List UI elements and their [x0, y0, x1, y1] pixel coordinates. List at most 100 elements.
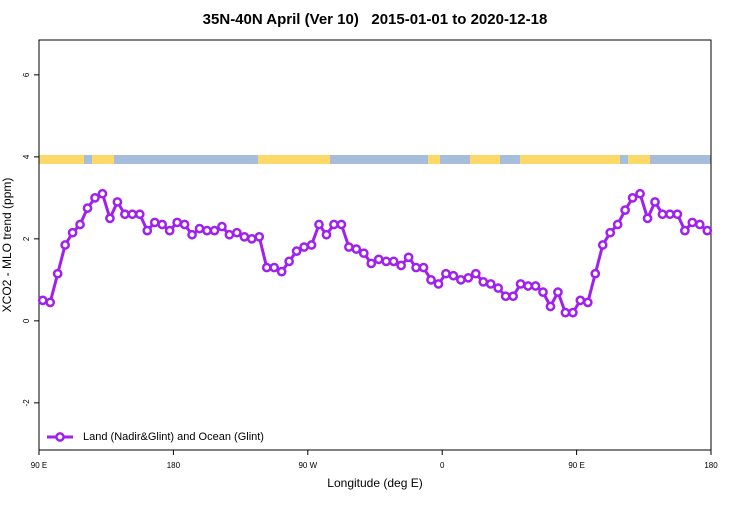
data-point: [381, 256, 392, 267]
y-tick-label: 6: [22, 72, 31, 77]
data-point: [426, 275, 436, 285]
data-point: [67, 227, 78, 238]
data-point: [530, 281, 541, 291]
data-point: [127, 209, 138, 220]
land-ocean-strip: [39, 155, 711, 164]
data-point: [351, 244, 362, 254]
land: [470, 155, 500, 164]
data-point: [493, 283, 504, 293]
data-point: [239, 231, 250, 242]
data-point: [336, 219, 347, 230]
data-point: [105, 213, 115, 224]
data-point: [224, 229, 235, 240]
data-point: [209, 225, 220, 236]
data-point: [90, 193, 100, 203]
data-point: [545, 301, 556, 312]
data-point: [366, 258, 377, 269]
data-point: [441, 268, 451, 279]
data-point: [553, 287, 563, 297]
data-point: [112, 197, 123, 207]
data-point: [373, 254, 384, 265]
data-point: [149, 217, 160, 228]
x-tick-label: 90 E: [568, 461, 584, 470]
data-point: [306, 240, 317, 250]
data-point: [456, 275, 466, 285]
data-point: [448, 270, 459, 281]
data-point: [694, 219, 705, 230]
data-point: [269, 262, 280, 273]
data-point: [702, 225, 713, 236]
data-point: [538, 287, 548, 297]
ocean: [39, 155, 711, 164]
land: [628, 155, 650, 164]
data-point: [60, 240, 70, 250]
data-point: [254, 231, 265, 242]
data-point: [508, 291, 518, 302]
data-point: [187, 229, 197, 240]
data-point: [433, 279, 444, 289]
data-point: [299, 242, 309, 252]
plot-frame: [38, 39, 712, 451]
data-point: [418, 262, 429, 273]
data-point: [642, 213, 653, 224]
data-point: [134, 209, 145, 220]
data-point: [82, 203, 93, 213]
data-point: [627, 193, 638, 203]
legend-label: Land (Nadir&Glint) and Ocean (Glint): [83, 431, 264, 443]
data-point: [194, 223, 205, 234]
data-point: [97, 188, 108, 199]
data-point: [314, 219, 324, 230]
y-axis-label: XCO2 - MLO trend (ppm): [0, 178, 14, 313]
y-tick-label: 4: [22, 154, 31, 159]
data-point: [329, 219, 339, 230]
chart-title: 35N-40N April (Ver 10) 2015-01-01 to 202…: [203, 11, 548, 28]
x-tick-label: 90 W: [298, 461, 317, 470]
data-point: [157, 219, 168, 230]
land: [258, 155, 330, 164]
data-point: [52, 268, 63, 279]
data-point: [680, 225, 690, 236]
x-tick-label: 180: [704, 461, 718, 470]
data-point: [75, 219, 85, 230]
data-point: [620, 205, 630, 215]
data-point: [217, 221, 227, 232]
data-point: [45, 297, 56, 308]
data-point: [500, 291, 511, 302]
data-point: [321, 229, 332, 240]
data-point: [403, 252, 414, 263]
data-point: [597, 240, 608, 250]
data-point: [485, 279, 496, 289]
data-point: [575, 295, 586, 306]
data-point: [657, 209, 668, 220]
data-point: [672, 209, 683, 220]
data-point: [470, 268, 481, 279]
x-tick-label: 180: [167, 461, 181, 470]
data-point: [590, 268, 601, 279]
data-point: [232, 227, 242, 238]
data-point: [523, 281, 533, 291]
data-point: [463, 272, 474, 283]
data-point: [411, 262, 421, 273]
data-point: [358, 248, 369, 259]
land: [39, 155, 84, 164]
data-point: [142, 225, 153, 236]
data-point: [37, 295, 48, 306]
legend-marker: [55, 432, 65, 442]
data-point: [687, 217, 698, 228]
data-point: [665, 209, 675, 220]
data-point: [388, 256, 399, 267]
data-point: [515, 279, 526, 289]
data-point: [179, 219, 190, 230]
data-point: [344, 242, 354, 252]
data-point: [172, 217, 182, 228]
data-point: [582, 297, 593, 308]
y-tick-label: -2: [22, 399, 31, 407]
land: [520, 155, 620, 164]
data-point: [120, 209, 130, 220]
data-point: [261, 262, 272, 273]
data-point: [568, 307, 578, 318]
x-axis-label: Longitude (deg E): [327, 476, 422, 490]
x-tick-label: 0: [440, 461, 445, 470]
